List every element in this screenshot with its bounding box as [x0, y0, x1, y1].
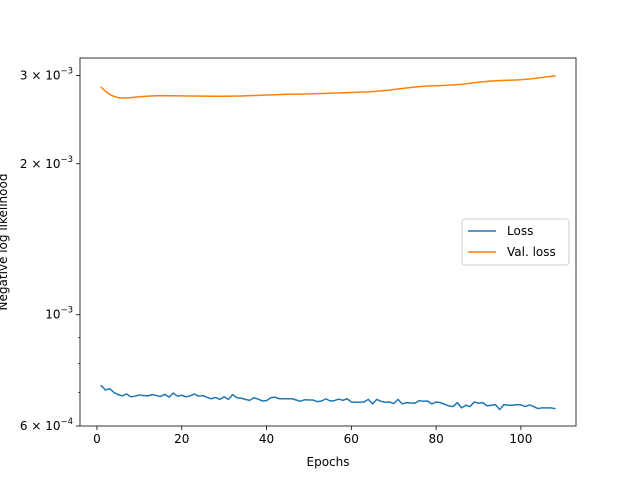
x-tick-label: 40 — [259, 432, 274, 446]
y-tick-label: 10−3 — [45, 306, 73, 322]
y-tick-exponent: −3 — [60, 66, 73, 76]
y-axis-label: Negative log likelihood — [0, 174, 10, 311]
y-tick-label: 6 × 10−4 — [20, 417, 73, 433]
y-tick-mantissa: 6 × 10 — [20, 419, 61, 433]
y-tick-mantissa: 10 — [45, 308, 60, 322]
x-tick-label: 20 — [174, 432, 189, 446]
x-axis: 0 20 40 60 80 100 — [93, 426, 532, 446]
x-tick-label: 100 — [509, 432, 532, 446]
y-tick-exponent: −3 — [60, 155, 73, 165]
legend: Loss Val. loss — [461, 218, 570, 266]
x-tick-label: 0 — [93, 432, 101, 446]
y-tick-label: 3 × 10−3 — [20, 66, 73, 82]
x-axis-label: Epochs — [307, 455, 350, 469]
series-line-loss — [100, 384, 556, 411]
y-tick-exponent: −3 — [60, 306, 73, 316]
series-layer — [100, 74, 556, 411]
y-tick-mantissa: 2 × 10 — [20, 157, 61, 171]
legend-label: Loss — [507, 224, 533, 238]
x-tick-label: 80 — [428, 432, 443, 446]
series-line-val-loss — [100, 74, 556, 99]
y-axis: 6 × 10−410−32 × 10−33 × 10−3 — [20, 66, 80, 433]
plot-area-frame — [79, 57, 577, 427]
y-tick-exponent: −4 — [60, 417, 73, 427]
y-tick-label: 2 × 10−3 — [20, 155, 73, 171]
y-tick-mantissa: 3 × 10 — [20, 68, 61, 82]
legend-label: Val. loss — [507, 245, 556, 259]
x-tick-label: 60 — [344, 432, 359, 446]
